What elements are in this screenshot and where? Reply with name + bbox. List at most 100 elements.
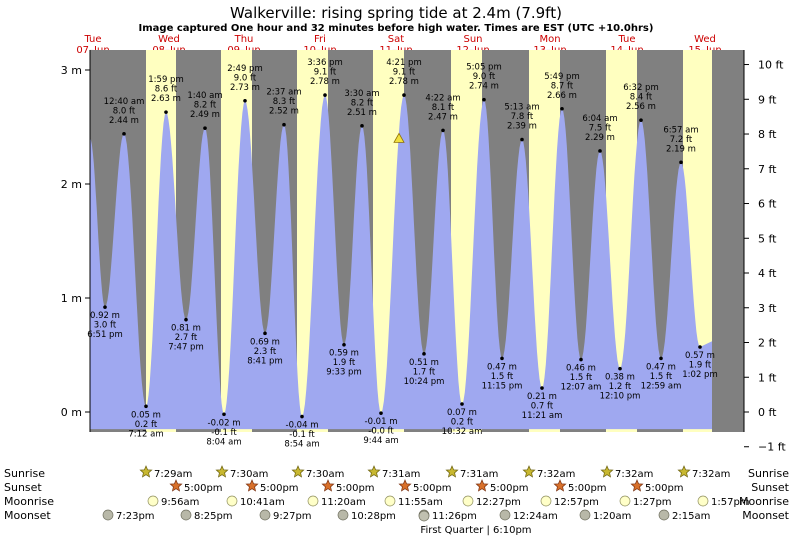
extreme-text: 8:41 pm [247, 356, 282, 366]
low-tide-label: 0.05 m0.2 ft7:12 am [128, 410, 163, 439]
extreme-point [144, 404, 148, 409]
sunset-icon [630, 479, 644, 492]
extreme-labels: 0.92 m3.0 ft6:51 pm 12:40 am8.0 ft2.44 m 0… [87, 58, 717, 449]
moonrise-time: 1:27pm [633, 497, 672, 508]
extreme-text: 11:15 pm [482, 381, 523, 391]
extreme-text: 5:49 pm [544, 72, 579, 82]
extreme-text: 0.59 m [329, 349, 359, 359]
extreme-text: 10:24 pm [404, 377, 445, 387]
moonset-time: 2:15am [672, 511, 710, 522]
sunrise-icon [367, 465, 381, 478]
extreme-text: 2.39 m [507, 122, 537, 132]
extreme-text: 8:04 am [206, 437, 241, 447]
sunrise-time: 7:32am [692, 469, 730, 480]
chart-subtitle: Image captured One hour and 32 minutes b… [139, 23, 654, 34]
extreme-point [659, 356, 663, 361]
high-tide-label: 3:36 pm9.1 ft2.78 m [307, 58, 342, 87]
extreme-text: 6:51 pm [87, 330, 122, 340]
left-tick-label: 1 m [61, 292, 82, 305]
moonrise-row-label-right: Moonrise [739, 495, 789, 508]
extreme-text: 8.0 ft [113, 106, 136, 116]
extreme-text: 2.52 m [269, 107, 299, 117]
extreme-text: 2.56 m [626, 102, 656, 112]
extreme-text: 1:59 pm [148, 75, 183, 85]
day-name: Mon [539, 34, 560, 45]
low-tide-label: -0.01 m-0.0 ft9:44 am [363, 417, 398, 446]
extreme-text: 1.9 ft [689, 361, 712, 371]
extreme-text: 0.69 m [250, 337, 280, 347]
extreme-text: 8.6 ft [155, 85, 178, 95]
sunset-icon [553, 479, 567, 492]
extreme-text: 1.2 ft [609, 382, 632, 392]
right-tick-label: 1 ft [758, 371, 777, 384]
moonset-row-label-left: Moonset [4, 509, 51, 522]
sunset-icon [398, 479, 412, 492]
sunset-icon [321, 479, 335, 492]
day-name: Wed [694, 34, 716, 45]
extreme-text: -0.02 m [208, 418, 241, 428]
first-quarter-moon-icon [418, 510, 430, 522]
extreme-point [679, 160, 683, 165]
high-tide-label: 1:59 pm8.6 ft2.63 m [148, 75, 183, 104]
moonrise-icon [540, 495, 552, 507]
left-tick-label: 2 m [61, 178, 82, 191]
right-tick-label: 5 ft [758, 232, 777, 245]
moonrise-time: 12:27pm [476, 497, 521, 508]
extreme-text: 7.2 ft [670, 135, 693, 145]
high-tide-label: 1:40 am8.2 ft2.49 m [187, 91, 222, 120]
moon-phase-label: First Quarter | 6:10pm [420, 525, 531, 536]
extreme-point [441, 128, 445, 133]
low-tide-label: -0.02 m-0.1 ft8:04 am [206, 418, 241, 447]
high-tide-label: 2:37 am8.3 ft2.52 m [266, 88, 301, 117]
sunrise-time: 7:31am [460, 469, 498, 480]
extreme-text: 8:54 am [284, 440, 319, 450]
extreme-text: 8.2 ft [194, 101, 217, 111]
sunrise-icon [445, 465, 459, 478]
right-tick-label: 3 ft [758, 302, 777, 315]
day-name: Fri [314, 34, 326, 45]
moonset-time: 8:25pm [194, 511, 233, 522]
current-tide-marker [393, 132, 405, 143]
extreme-text: 2.47 m [428, 112, 458, 122]
extreme-text: 2.19 m [666, 144, 696, 154]
sunrise-time: 7:32am [537, 469, 575, 480]
extreme-text: 3.0 ft [94, 321, 117, 331]
extreme-text: 12:10 pm [600, 392, 641, 402]
moonrise-time: 11:55am [398, 497, 443, 508]
extreme-point [263, 331, 267, 336]
extreme-text: 1.7 ft [413, 367, 436, 377]
high-tide-label: 12:40 am8.0 ft2.44 m [104, 97, 145, 126]
left-tick-label: 3 m [61, 64, 82, 77]
sunrise-icon [522, 465, 536, 478]
day-name: Sun [463, 34, 482, 45]
extreme-text: 12:40 am [104, 97, 145, 107]
extreme-text: -0.1 ft [211, 428, 237, 438]
sunset-icon [475, 479, 489, 492]
sunset-time: 5:00pm [568, 483, 607, 494]
extreme-point [184, 317, 188, 322]
sunrise-time: 7:30am [230, 469, 268, 480]
extreme-text: 7.8 ft [511, 112, 534, 122]
extreme-text: 2.66 m [547, 91, 577, 101]
right-tick-label: 0 ft [758, 406, 777, 419]
extreme-text: 10:32 am [442, 427, 483, 437]
extreme-text: 1.9 ft [333, 358, 356, 368]
extreme-text: 2.74 m [469, 82, 499, 92]
extreme-text: 6:57 am [663, 125, 698, 135]
extreme-point [698, 345, 702, 349]
moonset-time: 10:28pm [351, 511, 396, 522]
extreme-text: 0.21 m [527, 392, 557, 402]
right-tick-label: 4 ft [758, 267, 777, 280]
high-tide-label: 4:22 am8.1 ft2.47 m [425, 93, 460, 122]
extreme-text: 2.3 ft [254, 347, 277, 357]
sunset-icon [245, 479, 259, 492]
extreme-text: 2.44 m [109, 116, 139, 126]
extreme-text: 8.4 ft [630, 93, 653, 103]
extreme-point [402, 93, 406, 97]
right-tick-label: 6 ft [758, 198, 777, 211]
moonset-icon [102, 509, 114, 521]
